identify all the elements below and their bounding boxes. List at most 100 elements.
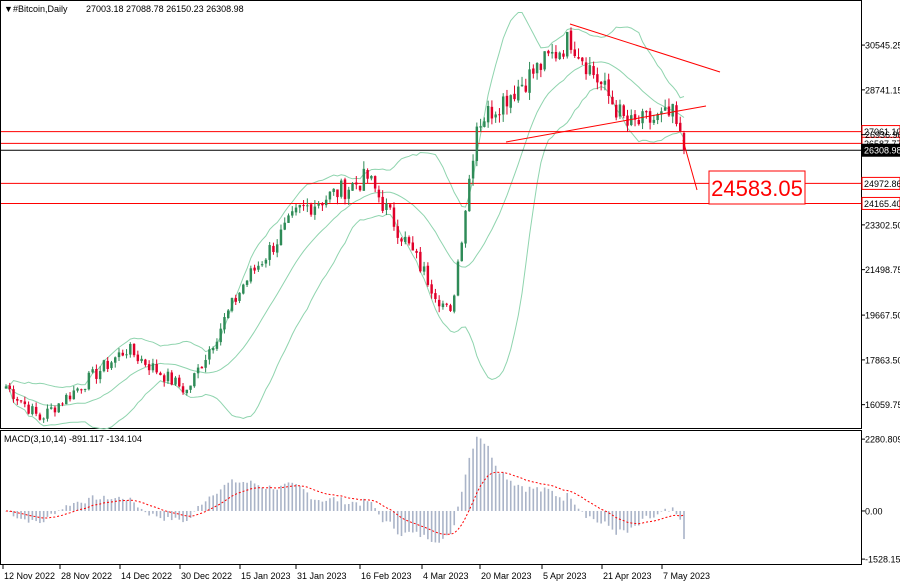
macd-bar bbox=[393, 510, 395, 529]
macd-bar bbox=[653, 510, 655, 518]
macd-bar bbox=[607, 510, 610, 526]
macd-bar bbox=[660, 510, 663, 512]
macd-bar bbox=[167, 510, 169, 517]
candle-body bbox=[196, 367, 200, 374]
candle-body bbox=[437, 299, 441, 307]
macd-bar bbox=[329, 498, 331, 511]
macd-bar bbox=[140, 508, 143, 511]
candle-body bbox=[49, 407, 53, 409]
macd-bar bbox=[291, 482, 294, 511]
candle-body bbox=[38, 414, 42, 420]
header-arrow[interactable]: ▼ bbox=[4, 4, 13, 14]
candle-body bbox=[328, 191, 332, 200]
macd-bar bbox=[189, 510, 192, 518]
candle-body bbox=[234, 297, 237, 302]
level-label-0: 27061.10 bbox=[864, 127, 900, 137]
macd-bar bbox=[39, 510, 41, 524]
triangle-line-0 bbox=[569, 23, 721, 73]
level-label-3: 24972.86 bbox=[864, 179, 900, 189]
candle-body bbox=[373, 176, 377, 189]
candle-body bbox=[396, 226, 399, 238]
candle-body bbox=[275, 244, 279, 253]
candle-body bbox=[283, 222, 286, 230]
macd-bar bbox=[106, 499, 109, 511]
candle-body bbox=[663, 107, 667, 111]
candle-body bbox=[291, 211, 294, 216]
macd-bar bbox=[193, 510, 196, 512]
macd-bar bbox=[528, 486, 531, 511]
macd-bar bbox=[381, 510, 384, 523]
candle-body bbox=[588, 65, 592, 75]
candle-body bbox=[211, 348, 215, 351]
macd-bar bbox=[604, 510, 606, 522]
macd-bar bbox=[683, 510, 685, 540]
macd-bar bbox=[592, 510, 595, 520]
candle-body bbox=[155, 364, 158, 373]
candle-body bbox=[441, 303, 445, 308]
candle-body bbox=[215, 341, 219, 349]
macd-layer bbox=[5, 436, 685, 543]
candle-body bbox=[16, 398, 19, 401]
macd-panel-frame bbox=[0, 430, 862, 565]
candle-body bbox=[667, 106, 671, 116]
candle-body bbox=[407, 237, 411, 244]
candle-body bbox=[238, 292, 241, 301]
macd-bar bbox=[84, 503, 86, 511]
macd-tick-label: 2280.809 bbox=[865, 435, 900, 445]
macd-bar bbox=[163, 510, 165, 521]
candle-body bbox=[294, 207, 298, 213]
y-tick-label: 17863.50 bbox=[865, 355, 900, 365]
candle-body bbox=[200, 366, 204, 369]
candle-body bbox=[298, 204, 302, 208]
candle-body bbox=[645, 111, 648, 113]
macd-bar bbox=[555, 496, 557, 511]
candle-body bbox=[102, 360, 106, 372]
macd-bar bbox=[148, 510, 150, 516]
macd-bar bbox=[283, 483, 286, 511]
macd-bar bbox=[502, 472, 504, 511]
macd-bar bbox=[314, 499, 316, 511]
candle-body bbox=[136, 354, 140, 362]
y-tick-label: 28741.15 bbox=[865, 85, 900, 95]
macd-bar bbox=[250, 480, 252, 511]
candle-body bbox=[490, 106, 494, 119]
macd-bar bbox=[144, 510, 147, 513]
macd-bar bbox=[551, 490, 553, 511]
macd-bar bbox=[460, 491, 463, 511]
macd-bar bbox=[351, 501, 354, 511]
candle-body bbox=[351, 183, 354, 191]
candle-body bbox=[513, 93, 516, 100]
candle-body bbox=[494, 114, 497, 118]
candle-body bbox=[132, 343, 136, 356]
macd-bar bbox=[299, 485, 301, 511]
candle-body bbox=[140, 358, 143, 362]
candle-body bbox=[682, 133, 686, 151]
level-label-4: 24165.40 bbox=[864, 199, 900, 209]
candle-body bbox=[426, 265, 430, 285]
candle-body bbox=[257, 265, 260, 270]
candle-body bbox=[189, 385, 192, 390]
macd-bar bbox=[491, 457, 493, 511]
x-tick-label: 30 Dec 2022 bbox=[181, 571, 232, 581]
macd-bar bbox=[50, 510, 52, 514]
candle-body bbox=[170, 372, 173, 385]
macd-bar bbox=[272, 489, 275, 511]
candle-body bbox=[550, 51, 554, 54]
level-tag-2 bbox=[861, 143, 900, 157]
bollinger-lower bbox=[5, 85, 685, 430]
macd-bar bbox=[197, 505, 199, 511]
candle-body bbox=[106, 360, 109, 369]
candle-body bbox=[313, 206, 317, 215]
macd-bar bbox=[61, 509, 64, 511]
macd-bar bbox=[525, 491, 527, 511]
candle-body bbox=[321, 203, 324, 206]
macd-bar bbox=[182, 510, 184, 523]
macd-bar bbox=[540, 491, 542, 511]
candle-body bbox=[370, 176, 373, 179]
candle-body bbox=[87, 372, 91, 390]
macd-bar bbox=[434, 510, 437, 543]
candle-body bbox=[324, 199, 328, 206]
candle-body bbox=[535, 62, 539, 74]
x-tick-label: 28 Nov 2022 bbox=[61, 571, 112, 581]
candle-body bbox=[336, 189, 339, 198]
